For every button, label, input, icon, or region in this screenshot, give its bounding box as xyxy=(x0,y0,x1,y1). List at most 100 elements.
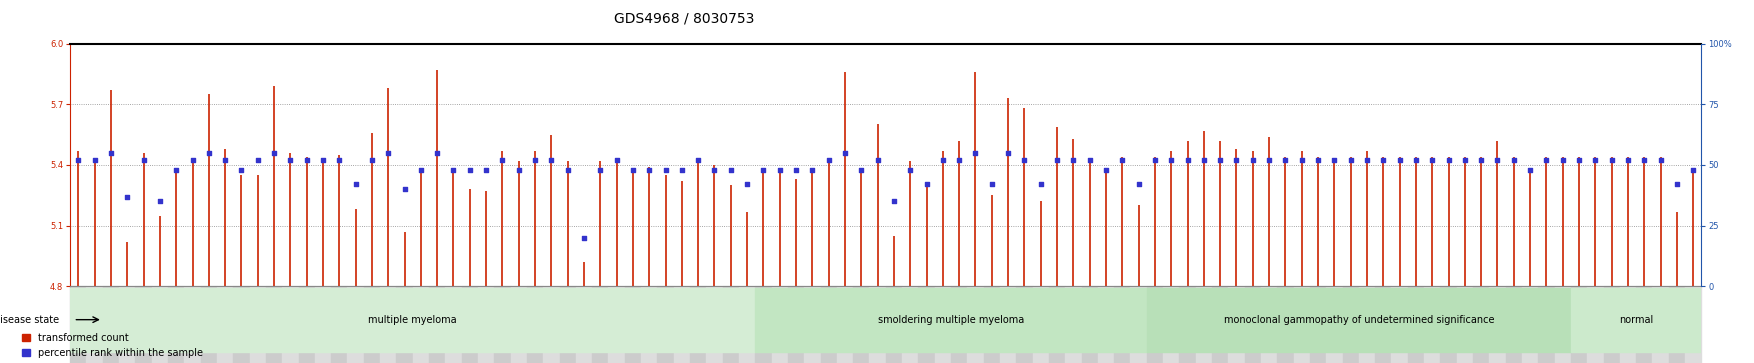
Point xyxy=(440,167,468,173)
Point xyxy=(210,157,239,163)
Bar xyxy=(968,286,984,363)
Bar xyxy=(1456,286,1473,363)
Bar xyxy=(1000,286,1016,363)
Bar xyxy=(1179,286,1196,363)
Point xyxy=(586,167,614,173)
Bar xyxy=(1572,286,1587,363)
Point xyxy=(896,167,924,173)
Bar xyxy=(593,286,609,363)
Bar xyxy=(1375,286,1391,363)
Point xyxy=(831,150,859,156)
Point xyxy=(1124,182,1152,187)
Bar xyxy=(674,286,689,363)
Point xyxy=(881,199,909,204)
Bar xyxy=(316,286,332,363)
Legend: transformed count, percentile rank within the sample: transformed count, percentile rank withi… xyxy=(23,333,203,358)
Point xyxy=(195,150,223,156)
Bar xyxy=(738,286,756,363)
Point xyxy=(1386,157,1414,163)
Point xyxy=(912,182,940,187)
Bar xyxy=(1310,286,1326,363)
Point xyxy=(146,199,174,204)
Bar xyxy=(347,286,363,363)
Bar xyxy=(184,286,200,363)
Point xyxy=(733,182,761,187)
Bar xyxy=(1489,286,1505,363)
Point xyxy=(1663,182,1691,187)
Bar xyxy=(298,286,316,363)
Point xyxy=(1321,157,1349,163)
Text: multiple myeloma: multiple myeloma xyxy=(368,315,458,325)
Point xyxy=(472,167,500,173)
Point xyxy=(1515,167,1544,173)
Bar xyxy=(560,286,575,363)
Point xyxy=(521,157,549,163)
Point xyxy=(293,157,321,163)
Point xyxy=(1158,157,1186,163)
Point xyxy=(1207,157,1235,163)
Point xyxy=(1059,157,1087,163)
Point xyxy=(782,167,810,173)
Bar xyxy=(575,286,593,363)
Bar xyxy=(1619,286,1636,363)
Point xyxy=(1598,157,1626,163)
Bar xyxy=(1587,286,1603,363)
Bar xyxy=(151,286,168,363)
Bar xyxy=(495,286,510,363)
Point xyxy=(1533,157,1561,163)
Point xyxy=(668,167,696,173)
Point xyxy=(1075,157,1103,163)
Bar xyxy=(1408,286,1424,363)
Bar xyxy=(477,286,495,363)
Point xyxy=(374,150,402,156)
Point xyxy=(260,150,288,156)
Bar xyxy=(886,286,902,363)
Point xyxy=(554,167,582,173)
Point xyxy=(505,167,533,173)
Point xyxy=(81,157,109,163)
Bar xyxy=(1440,286,1456,363)
Point xyxy=(65,157,93,163)
Point xyxy=(651,167,679,173)
Point xyxy=(179,157,207,163)
Point xyxy=(130,157,158,163)
Text: normal: normal xyxy=(1619,315,1654,325)
Bar xyxy=(902,286,919,363)
Bar xyxy=(381,286,396,363)
Bar xyxy=(788,286,803,363)
Point xyxy=(863,157,891,163)
Bar xyxy=(1261,286,1277,363)
Text: GDS4968 / 8030753: GDS4968 / 8030753 xyxy=(614,11,754,25)
Bar xyxy=(1342,286,1359,363)
Bar xyxy=(430,286,446,363)
Point xyxy=(961,150,989,156)
Bar xyxy=(363,286,381,363)
Point xyxy=(488,157,516,163)
Point xyxy=(1140,157,1168,163)
Bar xyxy=(756,288,1147,352)
Point xyxy=(537,157,565,163)
Point xyxy=(1582,157,1610,163)
Point xyxy=(1647,157,1675,163)
Bar xyxy=(1603,286,1619,363)
Bar xyxy=(1293,286,1310,363)
Bar xyxy=(1424,286,1440,363)
Bar xyxy=(1505,286,1522,363)
Bar xyxy=(658,286,674,363)
Bar xyxy=(544,286,560,363)
Point xyxy=(700,167,728,173)
Bar xyxy=(1196,286,1212,363)
Bar xyxy=(870,286,886,363)
Point xyxy=(603,157,631,163)
Bar xyxy=(1686,286,1701,363)
Point xyxy=(995,150,1023,156)
Bar xyxy=(510,286,526,363)
Bar xyxy=(1652,286,1668,363)
Bar xyxy=(217,286,233,363)
Point xyxy=(1189,157,1217,163)
Point xyxy=(1010,157,1038,163)
Point xyxy=(1238,157,1266,163)
Bar xyxy=(1359,286,1375,363)
Bar xyxy=(103,286,119,363)
Point xyxy=(977,182,1005,187)
